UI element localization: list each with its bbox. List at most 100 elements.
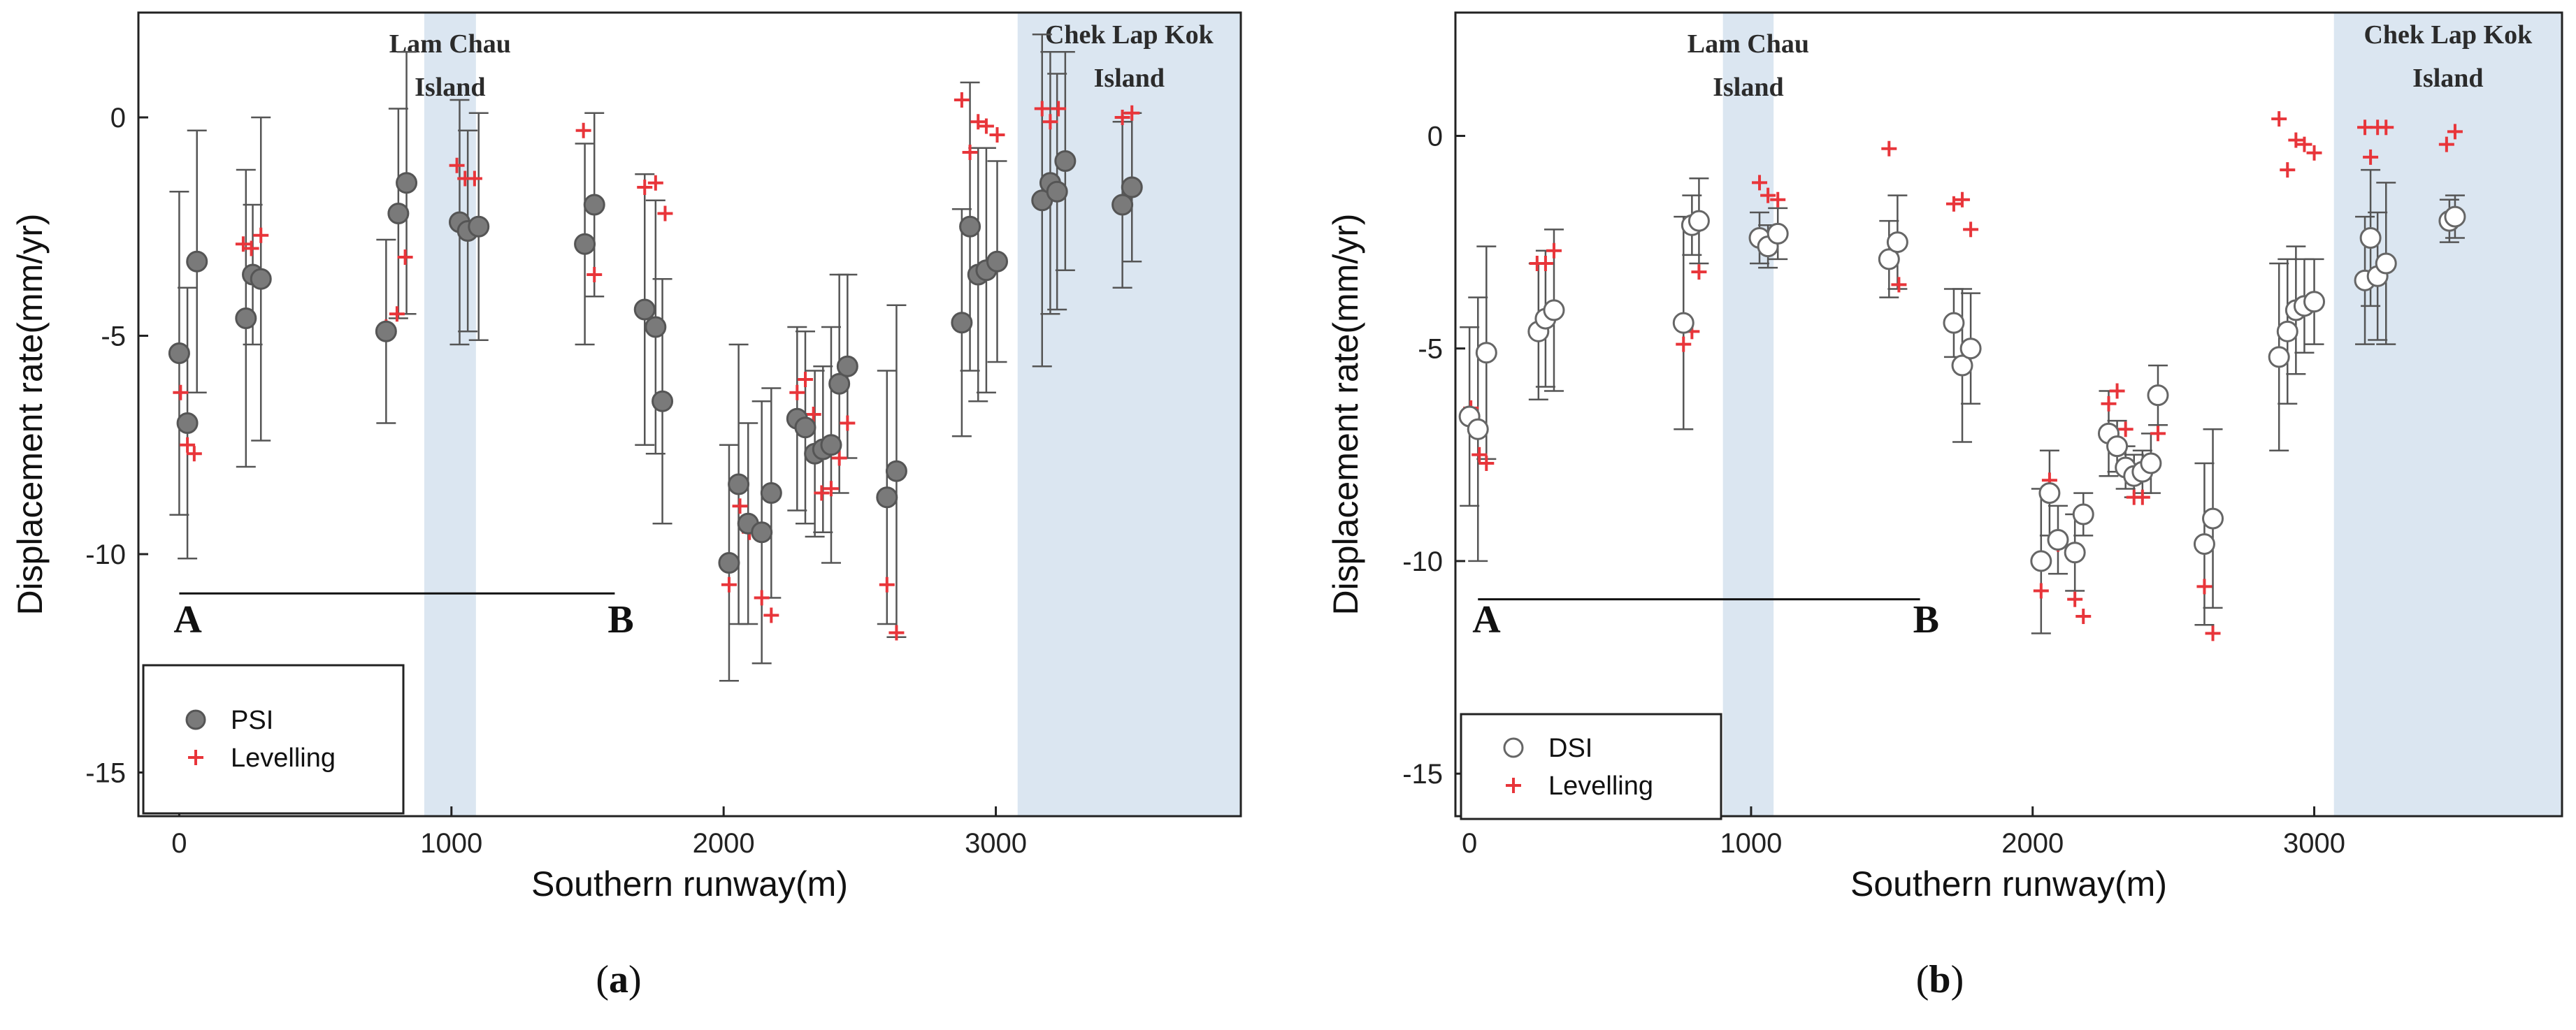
y-axis-label: Displacement rate(mm/yr) <box>10 213 50 615</box>
levelling-point <box>2117 421 2134 437</box>
dsi-point <box>1766 222 1789 245</box>
levelling-point <box>1114 110 1130 125</box>
panel-caption: (b) <box>1916 958 1964 1001</box>
y-tick-label: -15 <box>1402 759 1443 790</box>
region-label-chek-lap-kok: Chek Lap Kok <box>2363 20 2533 50</box>
dsi-point <box>1475 342 1497 364</box>
profile-end-label: B <box>607 598 633 641</box>
levelling-point <box>2205 625 2221 641</box>
levelling-point <box>823 481 839 497</box>
plot-frame-a <box>137 11 1242 818</box>
psi-point <box>959 215 981 238</box>
levelling-point <box>989 127 1005 143</box>
psi-point <box>820 434 842 456</box>
levelling-point <box>180 437 196 453</box>
legend-label-levelling: Levelling <box>231 744 336 773</box>
dsi-point <box>1959 338 1982 360</box>
dsi-point <box>1672 312 1694 334</box>
levelling-point <box>657 205 673 222</box>
region-label-chek-lap-kok: Chek Lap Kok <box>1045 20 1214 50</box>
legend-label-dsi: DSI <box>1548 734 1592 763</box>
psi-point <box>885 460 907 482</box>
legend-box <box>142 664 405 815</box>
psi-point <box>574 233 596 255</box>
legend-box <box>1460 713 1722 820</box>
levelling-point <box>449 157 465 173</box>
psi-point <box>176 412 199 434</box>
levelling-point <box>1546 242 1562 259</box>
dsi-point <box>1543 299 1565 321</box>
caption-paren-open: ( <box>596 958 609 1001</box>
x-tick-label: 0 <box>171 828 187 859</box>
levelling-point <box>2306 145 2322 161</box>
dsi-point <box>1688 210 1710 232</box>
region-label-chek-lap-kok: Island <box>2412 64 2483 93</box>
levelling-point <box>1963 222 1979 238</box>
levelling-point <box>962 145 978 160</box>
levelling-point <box>970 114 986 130</box>
levelling-point <box>954 92 970 108</box>
psi-point <box>645 316 667 338</box>
dsi-point <box>2030 550 2052 572</box>
levelling-point <box>1472 447 1488 463</box>
levelling-point <box>2378 119 2394 136</box>
legend-marker-psi <box>185 709 206 730</box>
levelling-point <box>1752 175 1768 191</box>
levelling-point <box>1034 101 1050 117</box>
levelling-point <box>1676 336 1692 352</box>
levelling-point <box>2280 162 2296 178</box>
levelling-point <box>978 118 994 134</box>
plot-frame-b <box>1454 11 2563 818</box>
levelling-point <box>831 450 847 466</box>
levelling-point <box>805 407 821 422</box>
y-tick-label: -15 <box>85 758 126 789</box>
y-tick-label: -10 <box>85 539 126 570</box>
levelling-point <box>814 485 830 501</box>
levelling-point <box>2150 426 2166 442</box>
levelling-point <box>637 180 653 195</box>
dsi-point <box>2106 435 2129 458</box>
psi-point <box>396 172 418 194</box>
dsi-point <box>1951 354 1973 377</box>
psi-point <box>468 215 490 238</box>
legend-marker-levelling <box>188 750 203 765</box>
dsi-point <box>2276 320 2298 342</box>
levelling-point <box>2271 111 2287 127</box>
y-tick-label: 0 <box>110 103 126 133</box>
psi-point <box>794 416 816 439</box>
levelling-point <box>173 384 189 400</box>
x-tick-label: 0 <box>1462 828 1477 859</box>
dsi-point <box>2140 452 2162 474</box>
x-tick-label: 1000 <box>1720 828 1782 859</box>
levelling-point <box>389 306 405 322</box>
levelling-point <box>2447 124 2463 140</box>
dsi-point <box>2038 482 2061 505</box>
legend-marker-levelling <box>1506 778 1521 793</box>
levelling-point <box>2109 383 2125 399</box>
legend-label-levelling: Levelling <box>1548 771 1653 801</box>
psi-point <box>583 194 605 216</box>
psi-point <box>951 312 973 334</box>
levelling-point <box>1478 455 1495 471</box>
dsi-point <box>1878 248 1900 270</box>
levelling-point <box>732 498 748 514</box>
levelling-point <box>721 576 737 593</box>
dsi-point <box>2193 533 2215 556</box>
levelling-point <box>2067 591 2083 607</box>
dsi-point <box>1886 231 1908 254</box>
levelling-point <box>397 249 413 265</box>
levelling-point <box>1760 187 1776 203</box>
caption-paren-close: ) <box>1951 958 1964 1001</box>
psi-point <box>1046 180 1068 203</box>
profile-start-label: A <box>173 598 202 641</box>
x-tick-label: 2000 <box>2001 828 2064 859</box>
levelling-point <box>243 240 259 256</box>
psi-point <box>652 390 674 412</box>
profile-start-label: A <box>1472 598 1501 641</box>
psi-point <box>760 482 782 504</box>
psi-point <box>836 355 858 377</box>
levelling-point <box>2033 583 2049 599</box>
psi-point <box>718 552 740 574</box>
levelling-point <box>235 236 251 252</box>
